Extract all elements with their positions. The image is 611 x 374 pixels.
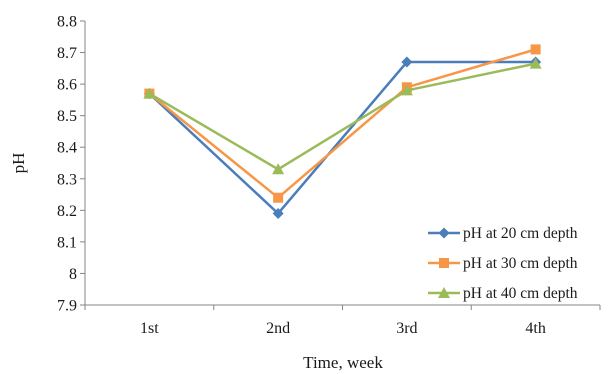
y-tick-label: 8.8 xyxy=(57,14,77,31)
legend-item: pH at 20 cm depth xyxy=(428,225,578,242)
legend: pH at 20 cm depth pH at 30 cm depth pH at … xyxy=(428,225,578,302)
series-3 xyxy=(143,57,542,175)
data-point xyxy=(143,87,156,99)
y-axis-title: pH xyxy=(9,153,28,174)
series-2 xyxy=(144,44,541,203)
y-tick-label: 8.3 xyxy=(57,171,77,188)
axes xyxy=(84,21,600,306)
y-axis-ticks: 7.9 8 8.1 8.2 8.3 8.4 8.5 8.6 8.7 8.8 xyxy=(57,14,85,315)
data-point xyxy=(400,84,413,96)
data-point xyxy=(529,57,542,69)
x-tick-label: 3rd xyxy=(396,320,417,337)
y-tick-label: 8.7 xyxy=(57,45,77,62)
y-tick-label: 8.6 xyxy=(57,77,77,94)
x-tick-label: 1st xyxy=(140,320,159,337)
legend-marker xyxy=(438,287,450,298)
y-tick-label: 8 xyxy=(69,266,77,283)
y-tick-label: 8.5 xyxy=(57,108,77,125)
series-layer xyxy=(143,44,542,219)
series-line xyxy=(148,60,536,215)
y-tick-label: 8.4 xyxy=(57,140,77,157)
y-tick-label: 8.2 xyxy=(57,203,77,220)
legend-marker xyxy=(439,258,449,268)
data-point xyxy=(530,44,541,55)
x-axis-ticks: 1st 2nd 3rd 4th xyxy=(84,305,601,337)
data-point xyxy=(401,56,413,68)
y-tick-label: 7.9 xyxy=(57,298,77,315)
legend-marker xyxy=(438,227,450,239)
series-line xyxy=(148,48,536,199)
legend-label: pH at 30 cm depth xyxy=(463,255,578,272)
data-point xyxy=(272,207,284,219)
y-tick-label: 8.1 xyxy=(57,234,77,251)
x-tick-label: 2nd xyxy=(266,320,290,337)
legend-item: pH at 40 cm depth xyxy=(428,285,578,302)
legend-item: pH at 30 cm depth xyxy=(428,255,578,272)
x-tick-label: 4th xyxy=(525,320,545,337)
x-axis-title: Time, week xyxy=(303,353,383,372)
data-point xyxy=(273,192,284,203)
data-point xyxy=(272,163,285,175)
legend-label: pH at 20 cm depth xyxy=(463,225,578,242)
series-line xyxy=(148,62,536,171)
legend-label: pH at 40 cm depth xyxy=(463,285,578,302)
